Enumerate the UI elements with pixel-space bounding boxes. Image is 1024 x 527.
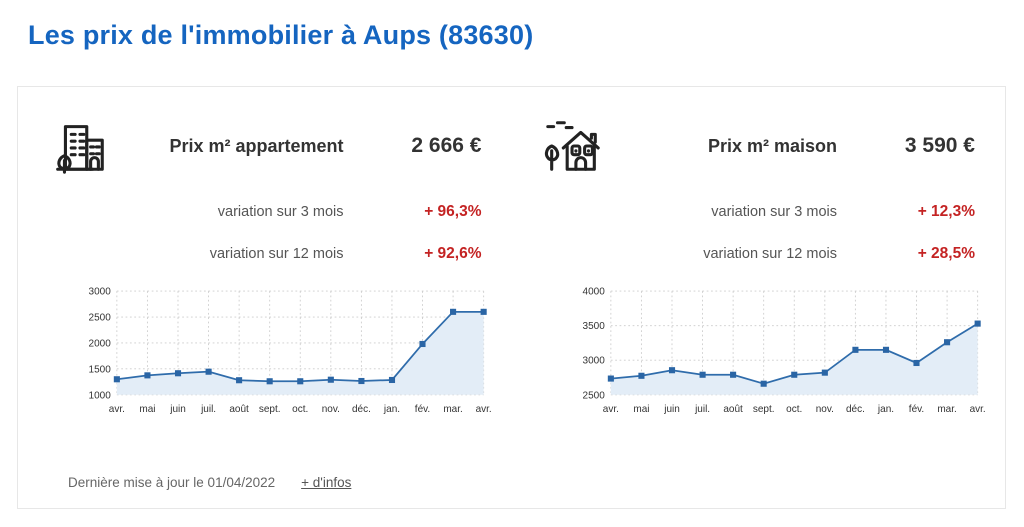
prices-card: Prix m² appartement 2 666 € variation su… — [17, 86, 1006, 509]
house-icon — [542, 115, 614, 177]
apartment-building-icon — [48, 115, 120, 177]
svg-text:juil.: juil. — [694, 404, 710, 415]
apartment-variation-3m-row: variation sur 3 mois + 96,3% — [48, 203, 494, 221]
svg-text:oct.: oct. — [292, 404, 308, 415]
panel-title: Prix m² maison — [707, 135, 837, 156]
svg-text:4000: 4000 — [582, 287, 605, 298]
svg-text:avr.: avr. — [109, 404, 125, 415]
svg-text:3000: 3000 — [89, 287, 112, 298]
svg-text:2500: 2500 — [582, 390, 605, 401]
svg-text:avr.: avr. — [602, 404, 618, 415]
svg-text:déc.: déc. — [352, 404, 371, 415]
svg-text:août: août — [229, 404, 249, 415]
price-history-chart-svg: 1000 1500 2000 2500 3000 avr. mai juin juil. août… — [89, 287, 492, 416]
svg-text:2500: 2500 — [89, 313, 112, 324]
price-history-chart-svg: 2500 3000 3500 4000 avr. mai juin juil. août sept… — [582, 287, 985, 416]
house-header-row: Prix m² maison 3 590 € — [542, 113, 988, 179]
variation-12m-label: variation sur 12 mois — [703, 246, 837, 262]
svg-text:mar.: mar. — [937, 404, 956, 415]
apartment-variation-12m-row: variation sur 12 mois + 92,6% — [48, 245, 494, 263]
panels-container: Prix m² appartement 2 666 € variation su… — [18, 87, 1005, 419]
svg-text:juin: juin — [663, 404, 680, 415]
svg-text:mar.: mar. — [443, 404, 462, 415]
house-variation-12m-row: variation sur 12 mois + 28,5% — [542, 245, 988, 263]
house-variation-12m-value: + 28,5% — [917, 245, 975, 262]
more-info-link[interactable]: + d'infos — [301, 475, 352, 490]
page-title: Les prix de l'immobilier à Aups (83630) — [28, 20, 534, 50]
apartment-header-row: Prix m² appartement 2 666 € — [48, 113, 494, 179]
variation-3m-label: variation sur 3 mois — [711, 204, 837, 220]
house-price-history-chart: 2500 3000 3500 4000 avr. mai juin juil. août sept… — [576, 285, 985, 419]
svg-text:1000: 1000 — [89, 390, 112, 401]
apartment-price-history-chart: 1000 1500 2000 2500 3000 avr. mai juin juil. août… — [82, 285, 492, 419]
svg-text:déc.: déc. — [845, 404, 864, 415]
svg-text:avr.: avr. — [969, 404, 985, 415]
svg-text:fév.: fév. — [415, 404, 430, 415]
svg-text:nov.: nov. — [815, 404, 833, 415]
panel-house: Prix m² maison 3 590 € variation sur 3 m… — [512, 87, 1006, 419]
footer-row: Dernière mise à jour le 01/04/2022 + d'i… — [68, 475, 351, 490]
panel-apartment: Prix m² appartement 2 666 € variation su… — [18, 87, 512, 419]
apartment-variation-3m-value: + 96,3% — [424, 203, 482, 220]
svg-text:juin: juin — [169, 404, 186, 415]
svg-text:jan.: jan. — [876, 404, 893, 415]
panel-title: Prix m² appartement — [169, 135, 344, 156]
svg-text:juil.: juil. — [200, 404, 216, 415]
svg-text:nov.: nov. — [322, 404, 340, 415]
svg-text:août: août — [723, 404, 743, 415]
svg-text:1500: 1500 — [89, 364, 112, 375]
house-variation-3m-value: + 12,3% — [917, 203, 975, 220]
svg-text:3000: 3000 — [582, 356, 605, 367]
house-price-value: 3 590 € — [904, 134, 975, 157]
last-updated-text: Dernière mise à jour le 01/04/2022 — [68, 475, 276, 490]
apartment-variation-12m-value: + 92,6% — [424, 245, 482, 262]
svg-text:oct.: oct. — [786, 404, 802, 415]
svg-text:2000: 2000 — [89, 338, 112, 349]
svg-text:sept.: sept. — [752, 404, 774, 415]
apartment-price-value: 2 666 € — [411, 134, 482, 157]
svg-text:fév.: fév. — [908, 404, 923, 415]
house-variation-3m-row: variation sur 3 mois + 12,3% — [542, 203, 988, 221]
svg-text:mai: mai — [139, 404, 155, 415]
svg-text:jan.: jan. — [383, 404, 400, 415]
svg-text:3500: 3500 — [582, 321, 605, 332]
svg-text:mai: mai — [633, 404, 649, 415]
svg-text:sept.: sept. — [259, 404, 281, 415]
svg-text:avr.: avr. — [476, 404, 492, 415]
variation-12m-label: variation sur 12 mois — [209, 246, 344, 262]
variation-3m-label: variation sur 3 mois — [217, 204, 344, 220]
